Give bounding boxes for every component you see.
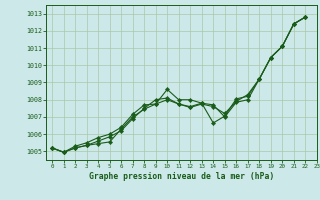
X-axis label: Graphe pression niveau de la mer (hPa): Graphe pression niveau de la mer (hPa)	[89, 172, 274, 181]
